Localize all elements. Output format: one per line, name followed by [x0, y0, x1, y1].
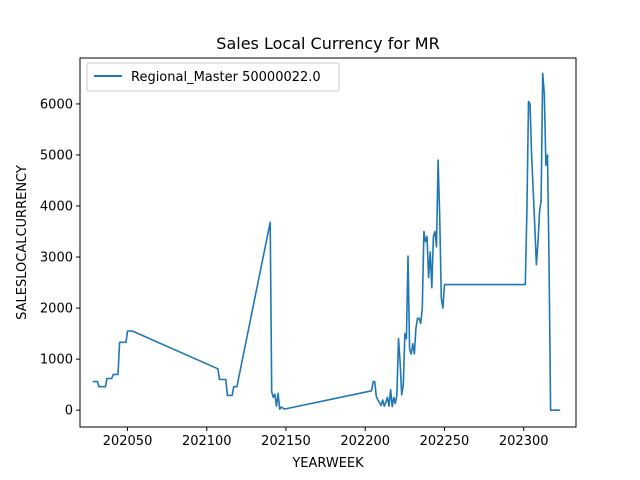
- x-tick-label: 202250: [420, 434, 470, 449]
- plot-frame: [79, 57, 577, 428]
- plot-area: [79, 57, 577, 428]
- legend-box: [86, 62, 340, 92]
- series-line: [92, 72, 561, 412]
- x-axis-label: YEARWEEK: [291, 456, 364, 471]
- y-axis-label: SALESLOCALCURRENCY: [15, 165, 30, 320]
- x-tick-label: 202100: [182, 434, 232, 449]
- y-tick-label: 6000: [40, 97, 73, 112]
- y-tick-label: 0: [65, 404, 73, 419]
- y-tick-label: 4000: [40, 200, 73, 215]
- y-tick-label: 5000: [40, 148, 73, 163]
- y-tick-label: 2000: [40, 302, 73, 317]
- x-tick-label: 202150: [261, 434, 311, 449]
- y-tick-label: 1000: [40, 353, 73, 368]
- x-tick-label: 202050: [103, 434, 153, 449]
- x-tick-label: 202300: [499, 434, 549, 449]
- x-axis: 202050 202100 202150 202200 202250 202300: [103, 427, 549, 449]
- series-layer: [92, 72, 561, 412]
- chart-title: Sales Local Currency for MR: [216, 34, 439, 53]
- legend-label: Regional_Master 50000022.0: [131, 70, 321, 85]
- y-axis: 0 1000 2000 3000 4000 5000 6000: [40, 97, 80, 419]
- x-tick-label: 202200: [340, 434, 390, 449]
- y-tick-label: 3000: [40, 251, 73, 266]
- legend: Regional_Master 50000022.0: [86, 62, 340, 92]
